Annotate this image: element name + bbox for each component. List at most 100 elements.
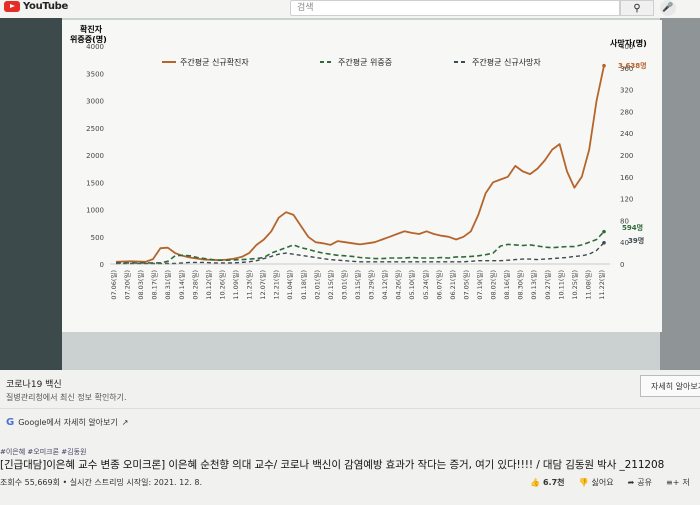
right-tick-label: 200 <box>620 152 633 160</box>
search-button[interactable]: ⚲ <box>620 0 654 16</box>
x-tick-label: 09.27(일) <box>543 270 552 300</box>
x-tick-label: 11.09(일) <box>231 270 240 300</box>
x-tick-label: 07.05(일) <box>461 270 470 300</box>
google-search-link[interactable]: G Google에서 자세히 알아보기 ↗ <box>6 417 128 428</box>
left-tick-label: 2500 <box>86 125 104 133</box>
series-end-point <box>602 240 606 245</box>
youtube-logo[interactable]: YouTube <box>4 1 68 12</box>
x-tick-label: 09.13(일) <box>529 270 538 300</box>
search-input[interactable]: 검색 <box>290 0 620 16</box>
left-tick-label: 3500 <box>86 70 104 78</box>
right-axis-title: 사망자(명) <box>610 38 647 48</box>
x-tick-label: 05.24(일) <box>421 270 430 300</box>
series-line <box>116 231 605 264</box>
x-tick-label: 12.07(일) <box>258 270 267 300</box>
mic-button[interactable]: 🎤 <box>660 0 676 16</box>
vaccine-info-subtitle: 질병관리청에서 최신 정보 확인하기. <box>6 393 127 402</box>
save-playlist-icon: ≡+ <box>666 478 680 487</box>
right-tick-label: 0 <box>620 261 624 269</box>
learn-more-button[interactable]: 자세히 알아보기 <box>640 375 700 397</box>
left-tick-label: 1000 <box>86 207 104 215</box>
x-tick-label: 08.03(일) <box>136 270 145 300</box>
left-tick-label: 500 <box>91 234 104 242</box>
x-tick-label: 03.15(일) <box>353 270 362 300</box>
x-tick-label: 08.31(일) <box>163 270 172 300</box>
right-tick-label: 400 <box>620 43 633 51</box>
share-label: 공유 <box>637 478 653 487</box>
legend-label: 주간평균 신규확진자 <box>180 57 249 67</box>
x-tick-label: 06.07(일) <box>434 270 443 300</box>
left-tick-label: 4000 <box>86 43 104 51</box>
google-link-label: Google에서 자세히 알아보기 <box>18 418 118 427</box>
series-end-point <box>602 63 606 68</box>
left-tick-label: 0 <box>100 261 104 269</box>
thumbs-up-icon: 👍 <box>530 478 540 487</box>
x-tick-label: 07.20(일) <box>123 270 132 300</box>
share-icon: ➦ <box>627 478 635 487</box>
x-tick-label: 04.12(일) <box>380 270 389 300</box>
save-button[interactable]: ≡+ 저 <box>666 477 690 488</box>
x-tick-label: 01.18(일) <box>299 270 308 300</box>
annotation-severe: 594명 <box>622 223 643 232</box>
search-icon: ⚲ <box>633 3 641 14</box>
dislike-button[interactable]: 👎 싫어요 <box>579 477 614 488</box>
x-tick-label: 10.11(일) <box>556 270 565 300</box>
left-tick-label: 3000 <box>86 98 104 106</box>
x-tick-label: 05.10(일) <box>407 270 416 300</box>
youtube-play-icon <box>4 1 20 12</box>
x-tick-label: 07.06(일) <box>109 270 118 300</box>
series-end-point <box>602 229 606 234</box>
left-tick-label: 2000 <box>86 152 104 160</box>
video-hashtags[interactable]: #이은혜 #오미크론 #김동원 <box>0 448 87 456</box>
x-tick-label: 08.02(일) <box>489 270 498 300</box>
like-button[interactable]: 👍 6.7천 <box>530 477 565 488</box>
x-tick-label: 10.25(일) <box>570 270 579 300</box>
x-tick-label: 04.26(일) <box>394 270 403 300</box>
x-tick-label: 11.08(일) <box>583 270 592 300</box>
thumbs-down-icon: 👎 <box>578 478 589 487</box>
legend-label: 주간평균 신규사망자 <box>472 57 541 67</box>
top-bar: YouTube 검색 ⚲ 🎤 <box>0 0 700 18</box>
series-line <box>116 242 605 265</box>
legend-label: 주간평균 위중증 <box>338 57 392 67</box>
info-panel: 코로나19 백신 질병관리청에서 최신 정보 확인하기. 자세히 알아보기 G … <box>0 370 700 505</box>
left-axis-title-1: 확진자 <box>80 24 103 34</box>
x-tick-label: 07.19(일) <box>475 270 484 300</box>
annotation-deaths: 39명 <box>628 236 644 245</box>
external-link-icon: ↗ <box>121 418 129 427</box>
annotation-confirmed: 3,638명 <box>618 61 647 70</box>
right-tick-label: 120 <box>620 196 633 204</box>
left-axis-title-2: 위중증(명) <box>70 34 107 44</box>
x-tick-label: 10.26(일) <box>217 270 226 300</box>
chart-panel: 확진자 위중증(명) 사망자(명) 4000 3500 3000 2500 2000 15… <box>62 20 662 332</box>
right-tick-label: 80 <box>620 217 629 225</box>
x-tick-label: 08.16(일) <box>502 270 511 300</box>
right-tick-label: 40 <box>620 239 629 247</box>
x-tick-label: 02.01(일) <box>312 270 321 300</box>
x-tick-label: 11.23(일) <box>245 270 254 300</box>
video-meta: 조회수 55,669회 • 실시간 스트리밍 시작일: 2021. 12. 8. <box>0 478 203 487</box>
x-tick-label: 08.17(일) <box>150 270 159 300</box>
x-tick-label: 09.28(일) <box>190 270 199 300</box>
divider <box>0 408 700 409</box>
x-tick-label: 06.21(일) <box>448 270 457 300</box>
right-tick-label: 280 <box>620 108 633 116</box>
save-label: 저 <box>682 478 690 487</box>
left-tick-label: 1500 <box>86 179 104 187</box>
right-tick-label: 240 <box>620 130 633 138</box>
x-tick-label: 08.30(일) <box>516 270 525 300</box>
x-tick-label: 03.01(일) <box>339 270 348 300</box>
x-tick-label: 02.15(일) <box>326 270 335 300</box>
video-title: [긴급대담]이은혜 교수 변종 오미크론] 이은혜 순천향 의대 교수/ 코로나… <box>0 459 665 471</box>
vaccine-info-title: 코로나19 백신 <box>6 380 62 390</box>
screen-bezel-left <box>0 18 62 370</box>
right-tick-label: 360 <box>620 65 633 73</box>
dislike-label: 싫어요 <box>591 478 614 487</box>
x-tick-label: 11.22(일) <box>597 270 606 300</box>
share-button[interactable]: ➦ 공유 <box>628 477 652 488</box>
google-icon: G <box>6 417 15 428</box>
video-player[interactable]: 확진자 위중증(명) 사망자(명) 4000 3500 3000 2500 2000 15… <box>0 18 700 370</box>
like-count: 6.7천 <box>542 478 565 487</box>
x-tick-label: 01.04(일) <box>285 270 294 300</box>
logo-text: YouTube <box>23 1 68 12</box>
